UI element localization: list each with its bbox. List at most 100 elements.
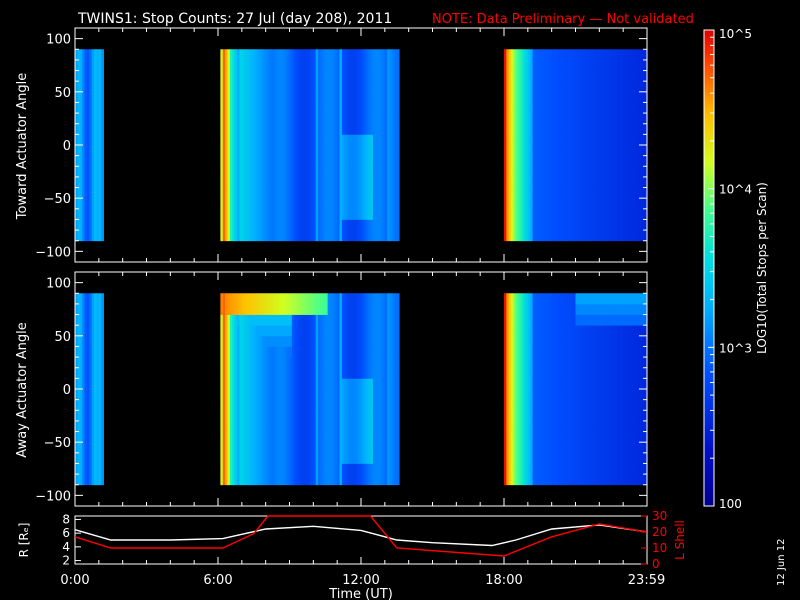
heatmap-cell — [237, 102, 240, 114]
heatmap-cell — [396, 474, 400, 486]
heatmap-cell — [296, 293, 300, 305]
heatmap-cell — [296, 431, 300, 443]
heatmap-cell — [370, 198, 374, 210]
heatmap-cell — [256, 208, 259, 220]
heatmap-cell — [244, 367, 247, 379]
heatmap-cell — [284, 367, 288, 379]
heatmap-cell — [532, 166, 536, 178]
heatmap-cell — [561, 452, 564, 464]
heatmap-cell — [563, 431, 567, 443]
heatmap-cell — [244, 325, 247, 337]
heatmap-cell — [361, 102, 364, 114]
heatmap-cell — [244, 145, 247, 157]
heatmap-cell — [86, 346, 90, 358]
heatmap-cell — [308, 166, 312, 178]
heatmap-cell — [256, 335, 259, 347]
heatmap-cell — [248, 113, 252, 125]
heatmap-cell — [618, 81, 622, 93]
heatmap-cell — [506, 176, 510, 188]
heatmap-cell — [289, 208, 293, 220]
heatmap-cell — [565, 357, 569, 369]
heatmap-cell — [580, 219, 584, 231]
heatmap-cell — [554, 325, 557, 337]
heatmap-cell — [332, 113, 336, 125]
heatmap-cell — [585, 81, 588, 93]
heatmap-cell — [337, 346, 340, 358]
heatmap-cell — [301, 463, 305, 475]
heatmap-cell — [568, 357, 572, 369]
heatmap-cell — [365, 81, 369, 93]
heatmap-cell — [220, 335, 224, 347]
heatmap-cell — [244, 346, 247, 358]
heatmap-cell — [239, 357, 243, 369]
heatmap-cell — [523, 389, 526, 401]
heatmap-cell — [382, 325, 386, 337]
heatmap-cell — [575, 474, 579, 486]
heatmap-cell — [258, 367, 262, 379]
heatmap-cell — [511, 91, 514, 103]
heatmap-cell — [282, 463, 286, 475]
heatmap-cell — [394, 452, 398, 464]
heatmap-cell — [537, 59, 541, 71]
heatmap-cell — [534, 102, 538, 114]
heatmap-cell — [339, 335, 343, 347]
heatmap-cell — [270, 389, 274, 401]
heatmap-cell — [287, 463, 290, 475]
heatmap-cell — [308, 367, 312, 379]
heatmap-cell — [644, 81, 648, 93]
heatmap-cell — [589, 335, 593, 347]
heatmap-cell — [234, 187, 238, 199]
heatmap-cell — [380, 293, 383, 305]
heatmap-cell — [561, 399, 564, 411]
heatmap-cell — [320, 123, 324, 135]
heatmap-cell — [587, 442, 591, 454]
heatmap-cell — [532, 230, 536, 242]
heatmap-cell — [284, 113, 288, 125]
heatmap-cell — [361, 198, 364, 210]
heatmap-cell — [534, 314, 538, 326]
heatmap-cell — [546, 198, 550, 210]
heatmap-cell — [277, 59, 281, 71]
heatmap-cell — [563, 166, 567, 178]
heatmap-cell — [573, 452, 576, 464]
heatmap-cell — [387, 314, 390, 326]
heatmap-cell — [86, 335, 90, 347]
heatmap-cell — [341, 198, 345, 210]
heatmap-cell — [303, 59, 307, 71]
heatmap-cell — [358, 113, 362, 125]
heatmap-cell — [282, 59, 286, 71]
heatmap-cell — [537, 420, 541, 432]
heatmap-cell — [363, 463, 367, 475]
heatmap-cell — [308, 59, 312, 71]
heatmap-cell — [556, 176, 560, 188]
heatmap-cell — [565, 102, 569, 114]
heatmap-cell — [294, 145, 298, 157]
heatmap-cell — [506, 187, 510, 199]
heatmap-cell — [272, 293, 276, 305]
heatmap-cell — [506, 145, 510, 157]
heatmap-cell — [592, 325, 595, 337]
heatmap-cell — [630, 208, 634, 220]
heatmap-cell — [101, 463, 104, 475]
heatmap-cell — [287, 166, 290, 178]
heatmap-cell — [544, 155, 548, 167]
heatmap-cell — [225, 134, 228, 146]
heatmap-cell — [294, 452, 298, 464]
heatmap-cell — [91, 219, 95, 231]
heatmap-cell — [375, 399, 379, 411]
heatmap-cell — [270, 325, 274, 337]
heatmap-cell — [627, 123, 631, 135]
heatmap-cell — [277, 70, 281, 82]
heatmap-cell — [604, 123, 607, 135]
heatmap-cell — [330, 378, 333, 390]
heatmap-cell — [565, 325, 569, 337]
heatmap-cell — [384, 325, 388, 337]
heatmap-cell — [313, 399, 317, 411]
heatmap-cell — [504, 166, 507, 178]
heatmap-cell — [368, 219, 371, 231]
heatmap-cell — [368, 367, 371, 379]
heatmap-cell — [270, 420, 274, 432]
heatmap-cell — [96, 367, 100, 379]
heatmap-cell — [234, 303, 238, 315]
heatmap-cell — [265, 303, 269, 315]
